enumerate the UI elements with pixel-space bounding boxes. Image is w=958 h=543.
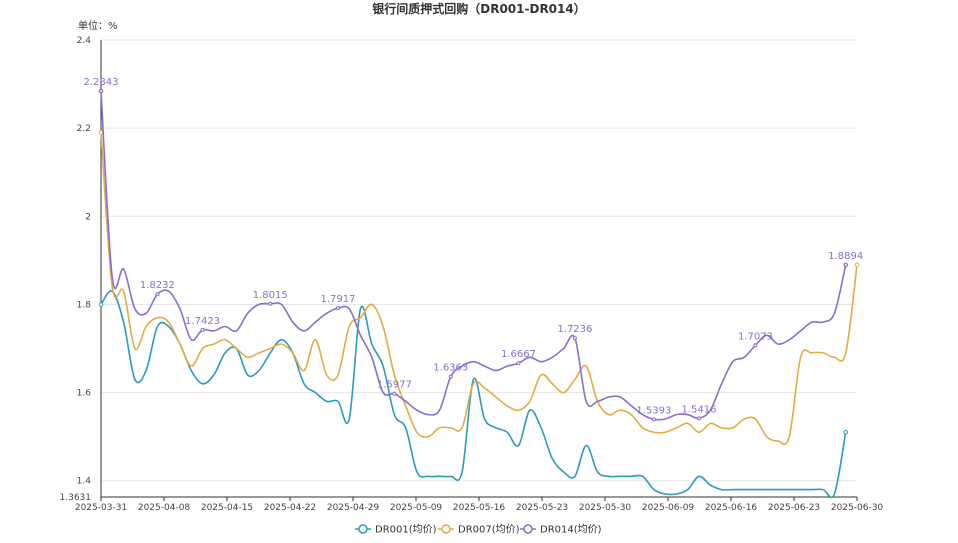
data-label: 1.7236 xyxy=(557,324,592,335)
chart-title: 银行间质押式回购（DR001-DR014） xyxy=(372,1,585,16)
y-tick-label: 2.4 xyxy=(77,36,92,46)
y-tick-label: 1.6 xyxy=(77,389,92,399)
x-tick-label: 2025-05-09 xyxy=(390,503,443,513)
data-label-point xyxy=(516,361,521,366)
series-point xyxy=(98,302,104,307)
data-label: 1.5393 xyxy=(636,405,671,416)
data-label: 1.8894 xyxy=(828,251,863,262)
data-label: 1.7073 xyxy=(738,331,773,342)
series-lines xyxy=(98,88,860,499)
legend-circle-icon xyxy=(441,524,451,534)
data-labels: 2.2843 1.8232 1.7423 1.8015 1.7917 1.5977 1.63… xyxy=(84,77,863,422)
y-tick-label: 1.4 xyxy=(77,477,92,487)
series-line-1 xyxy=(100,132,858,446)
legend-circle-icon xyxy=(358,524,368,534)
x-tick-label: 2025-06-23 xyxy=(768,503,820,513)
legend[interactable]: DR001(均价) DR007(均价) DR014(均价) xyxy=(355,524,602,536)
series-point xyxy=(843,429,849,435)
data-label-point xyxy=(753,343,758,348)
y-tick-label: 2.2 xyxy=(77,124,91,134)
y-min-label: 1.3631 xyxy=(60,493,92,503)
x-tick-label: 2025-05-30 xyxy=(579,503,632,513)
series-point xyxy=(98,130,104,135)
data-label: 1.5416 xyxy=(682,404,717,415)
data-label: 1.8015 xyxy=(253,290,288,301)
y-tick-label: 2 xyxy=(85,212,91,222)
legend-item-0[interactable]: DR001(均价) xyxy=(355,524,437,536)
legend-label: DR001(均价) xyxy=(375,524,437,536)
data-label-point xyxy=(392,391,397,396)
data-label: 1.7423 xyxy=(185,316,220,327)
legend-circle-icon xyxy=(523,524,533,534)
data-label: 1.6363 xyxy=(433,363,468,374)
data-label-point xyxy=(651,417,656,422)
data-label-point xyxy=(99,88,103,93)
x-tick-label: 2025-03-31 xyxy=(75,503,127,513)
grid-lines xyxy=(101,39,857,482)
data-label-point xyxy=(572,336,577,341)
x-tick-label: 2025-05-16 xyxy=(453,503,506,513)
data-label-point xyxy=(448,374,453,379)
y-axis-unit-label: 单位：% xyxy=(78,19,118,32)
y-tick-label: 1.8 xyxy=(77,300,92,310)
x-tick-label: 2025-05-23 xyxy=(516,503,568,513)
data-label-point xyxy=(268,301,273,306)
legend-item-2[interactable]: DR014(均价) xyxy=(520,524,602,536)
legend-label: DR014(均价) xyxy=(540,524,602,536)
data-label-point xyxy=(335,306,340,311)
x-tick-label: 2025-04-15 xyxy=(201,503,253,513)
x-tick-label: 2025-06-16 xyxy=(705,503,758,513)
data-label-point xyxy=(155,292,160,297)
legend-item-1[interactable]: DR007(均价) xyxy=(438,524,520,536)
x-tick-label: 2025-06-30 xyxy=(831,503,884,513)
data-label-point xyxy=(697,416,702,421)
x-tick-label: 2025-06-09 xyxy=(642,503,695,513)
data-label: 1.5977 xyxy=(377,380,412,391)
series-point xyxy=(854,262,860,268)
data-label-point xyxy=(843,263,848,268)
x-tick-label: 2025-04-22 xyxy=(264,503,316,513)
data-label: 1.6667 xyxy=(501,349,536,360)
legend-label: DR007(均价) xyxy=(458,524,520,536)
series-line-2 xyxy=(100,90,847,421)
x-tick-label: 2025-04-08 xyxy=(138,503,191,513)
data-label: 1.8232 xyxy=(140,280,175,291)
data-label: 1.7917 xyxy=(320,294,355,305)
data-label: 2.2843 xyxy=(84,77,119,88)
data-label-point xyxy=(200,327,205,332)
x-tick-label: 2025-04-29 xyxy=(327,503,380,513)
